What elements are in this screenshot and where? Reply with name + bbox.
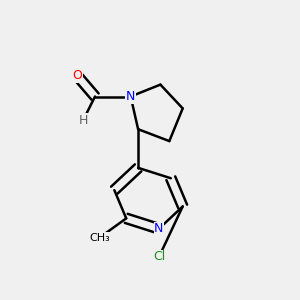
Text: H: H (78, 114, 88, 127)
Text: Cl: Cl (153, 250, 165, 263)
Text: CH₃: CH₃ (89, 233, 110, 243)
Text: O: O (72, 69, 82, 82)
Text: N: N (154, 222, 164, 235)
Text: N: N (126, 90, 135, 103)
